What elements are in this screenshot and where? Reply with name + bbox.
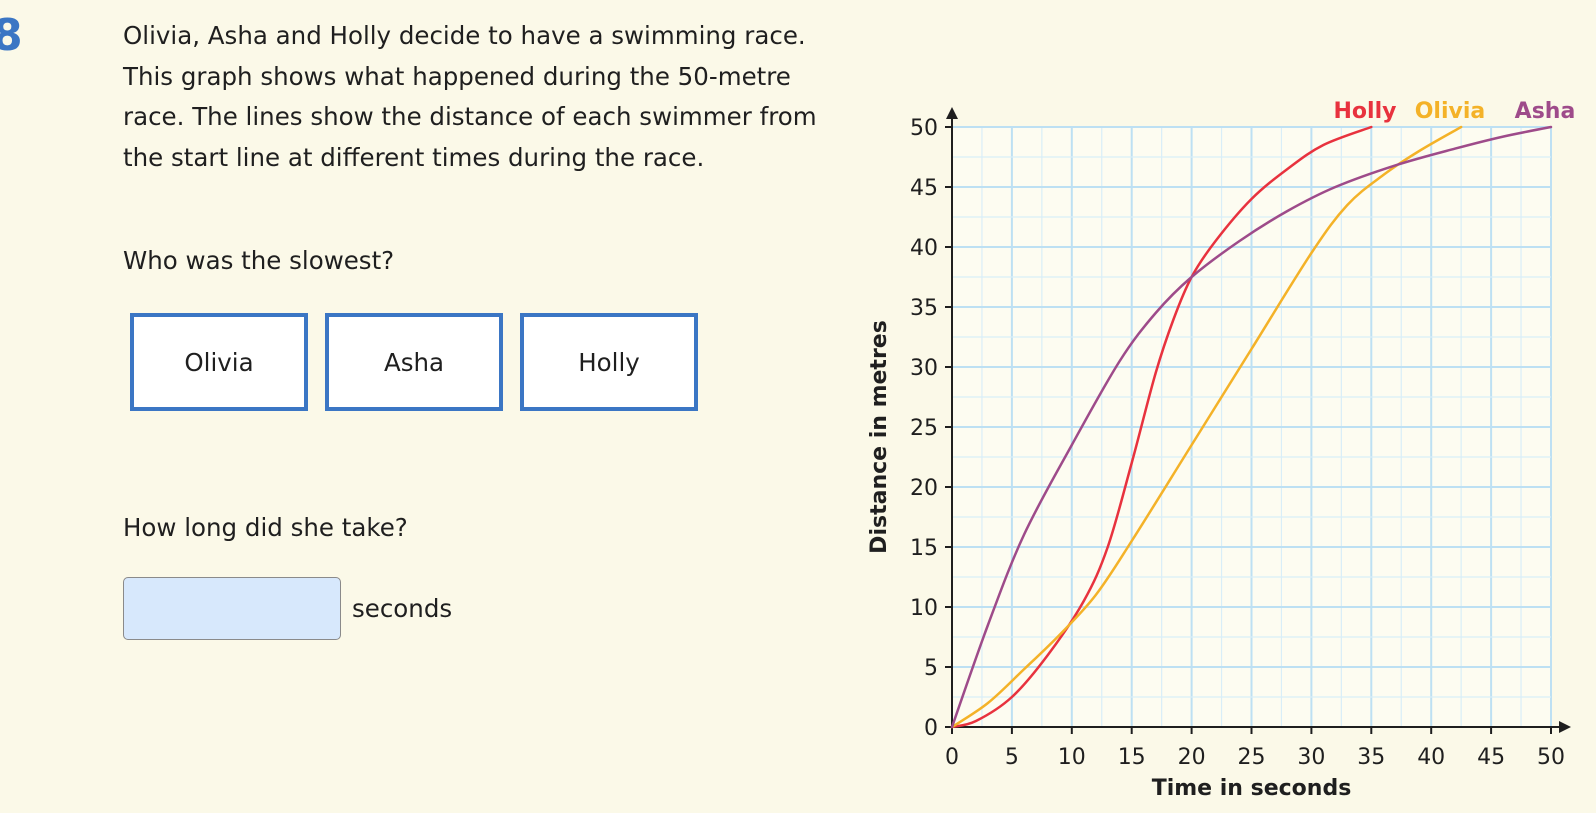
y-axis-title: Distance in metres xyxy=(867,320,892,554)
x-tick-label: 15 xyxy=(1118,745,1146,770)
seconds-input[interactable] xyxy=(123,577,341,640)
y-tick-label: 0 xyxy=(924,716,938,741)
choice-holly-button[interactable]: Holly xyxy=(520,313,698,411)
y-tick-label: 45 xyxy=(910,176,938,201)
x-tick-label: 50 xyxy=(1537,745,1565,770)
y-tick-label: 10 xyxy=(910,596,938,621)
y-tick-label: 25 xyxy=(910,416,938,441)
chart-axes xyxy=(945,107,1571,734)
legend-label-holly: Holly xyxy=(1334,99,1397,124)
x-axis-arrow-icon xyxy=(1559,721,1571,733)
chart-grid xyxy=(951,126,1552,728)
y-tick-label: 15 xyxy=(910,536,938,561)
legend-label-asha: Asha xyxy=(1515,99,1576,124)
answer-choices: Olivia Asha Holly xyxy=(130,313,698,411)
series-line-asha xyxy=(950,125,1553,729)
chart-labels: 0 5 10 15 20 25 30 35 40 45 50 0 5 10 15 20 25 30 35 40 45 50… xyxy=(867,99,1575,801)
y-tick-label: 40 xyxy=(910,236,938,261)
x-tick-label: 30 xyxy=(1297,745,1325,770)
chart-series xyxy=(950,125,1553,729)
question-prompt-time: How long did she take? xyxy=(123,513,408,542)
answer-row: seconds xyxy=(123,577,452,640)
x-tick-label: 25 xyxy=(1238,745,1266,770)
y-tick-label: 35 xyxy=(910,296,938,321)
x-tick-label: 40 xyxy=(1417,745,1445,770)
x-axis-title: Time in seconds xyxy=(1152,776,1352,801)
unit-label: seconds xyxy=(352,594,453,623)
y-axis-arrow-icon xyxy=(946,107,958,119)
question-number: 8 xyxy=(0,10,23,61)
question-intro: Olivia, Asha and Holly decide to have a … xyxy=(123,21,817,172)
x-tick-label: 10 xyxy=(1058,745,1086,770)
choice-asha-button[interactable]: Asha xyxy=(325,313,503,411)
y-tick-label: 50 xyxy=(910,116,938,141)
question-prompt-slowest: Who was the slowest? xyxy=(123,246,395,275)
series-line-olivia xyxy=(950,125,1463,729)
x-tick-label: 0 xyxy=(945,745,959,770)
x-tick-label: 35 xyxy=(1357,745,1385,770)
choice-olivia-button[interactable]: Olivia xyxy=(130,313,308,411)
x-tick-label: 45 xyxy=(1477,745,1505,770)
x-tick-label: 5 xyxy=(1005,745,1019,770)
x-tick-label: 20 xyxy=(1178,745,1206,770)
series-line-holly xyxy=(950,125,1373,729)
legend-label-olivia: Olivia xyxy=(1415,99,1486,124)
y-tick-label: 30 xyxy=(910,356,938,381)
y-tick-label: 5 xyxy=(924,656,938,681)
y-tick-label: 20 xyxy=(910,476,938,501)
